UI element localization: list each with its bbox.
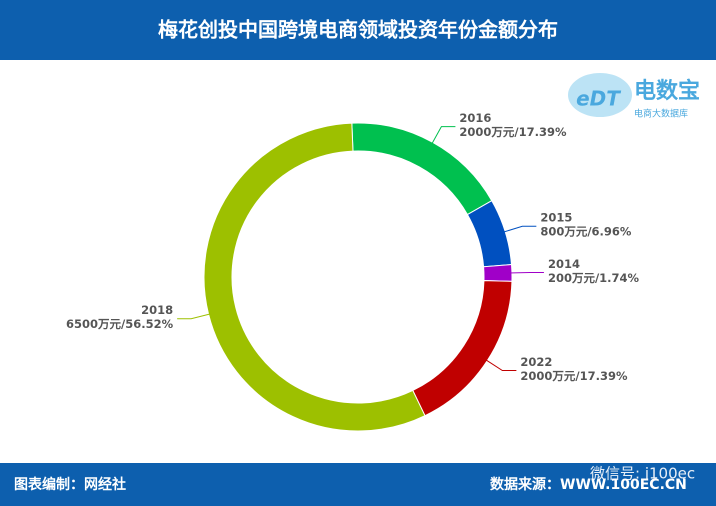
donut-slice <box>203 122 426 432</box>
leader-line <box>501 225 537 234</box>
header-bar <box>0 0 716 60</box>
slice-value-label: 2000万元/17.39% <box>459 125 567 139</box>
logo-mark: eDT <box>576 87 621 111</box>
logo-cloud <box>568 73 632 117</box>
plot-area: 20162000万元/17.39%2015800万元/6.96%2014200万… <box>66 111 640 432</box>
slice-value-label: 800万元/6.96% <box>540 225 632 239</box>
watermark: 微信号: i100ec <box>590 465 695 483</box>
donut-slice <box>466 200 513 268</box>
donut-slice <box>483 264 513 282</box>
donut-slice <box>412 280 513 417</box>
slice-label: 2015 <box>540 211 572 225</box>
slice-value-label: 2000万元/17.39% <box>520 369 628 383</box>
footer-bar <box>0 463 716 506</box>
slice-label: 2016 <box>459 111 491 125</box>
logo: eDT 电数宝 电商大数据库 <box>568 73 700 120</box>
leader-line <box>430 126 456 147</box>
slice-label: 2022 <box>520 355 552 369</box>
footer-right: 数据来源：WWW.100EC.CN <box>490 476 687 493</box>
footer-left: 图表编制：网经社 <box>14 476 126 493</box>
logo-name: 电数宝 <box>634 78 700 104</box>
logo-tagline: 电商大数据库 <box>634 108 688 120</box>
leader-line <box>483 358 517 371</box>
slice-value-label: 6500万元/56.52% <box>66 317 174 331</box>
leader-line <box>507 271 544 274</box>
slice-value-label: 200万元/1.74% <box>548 271 640 285</box>
slice-label: 2014 <box>548 257 580 271</box>
slice-label: 2018 <box>141 303 173 317</box>
leader-line <box>177 312 213 320</box>
chart-title: 梅花创投中国跨境电商领域投资年份金额分布 <box>158 18 558 42</box>
